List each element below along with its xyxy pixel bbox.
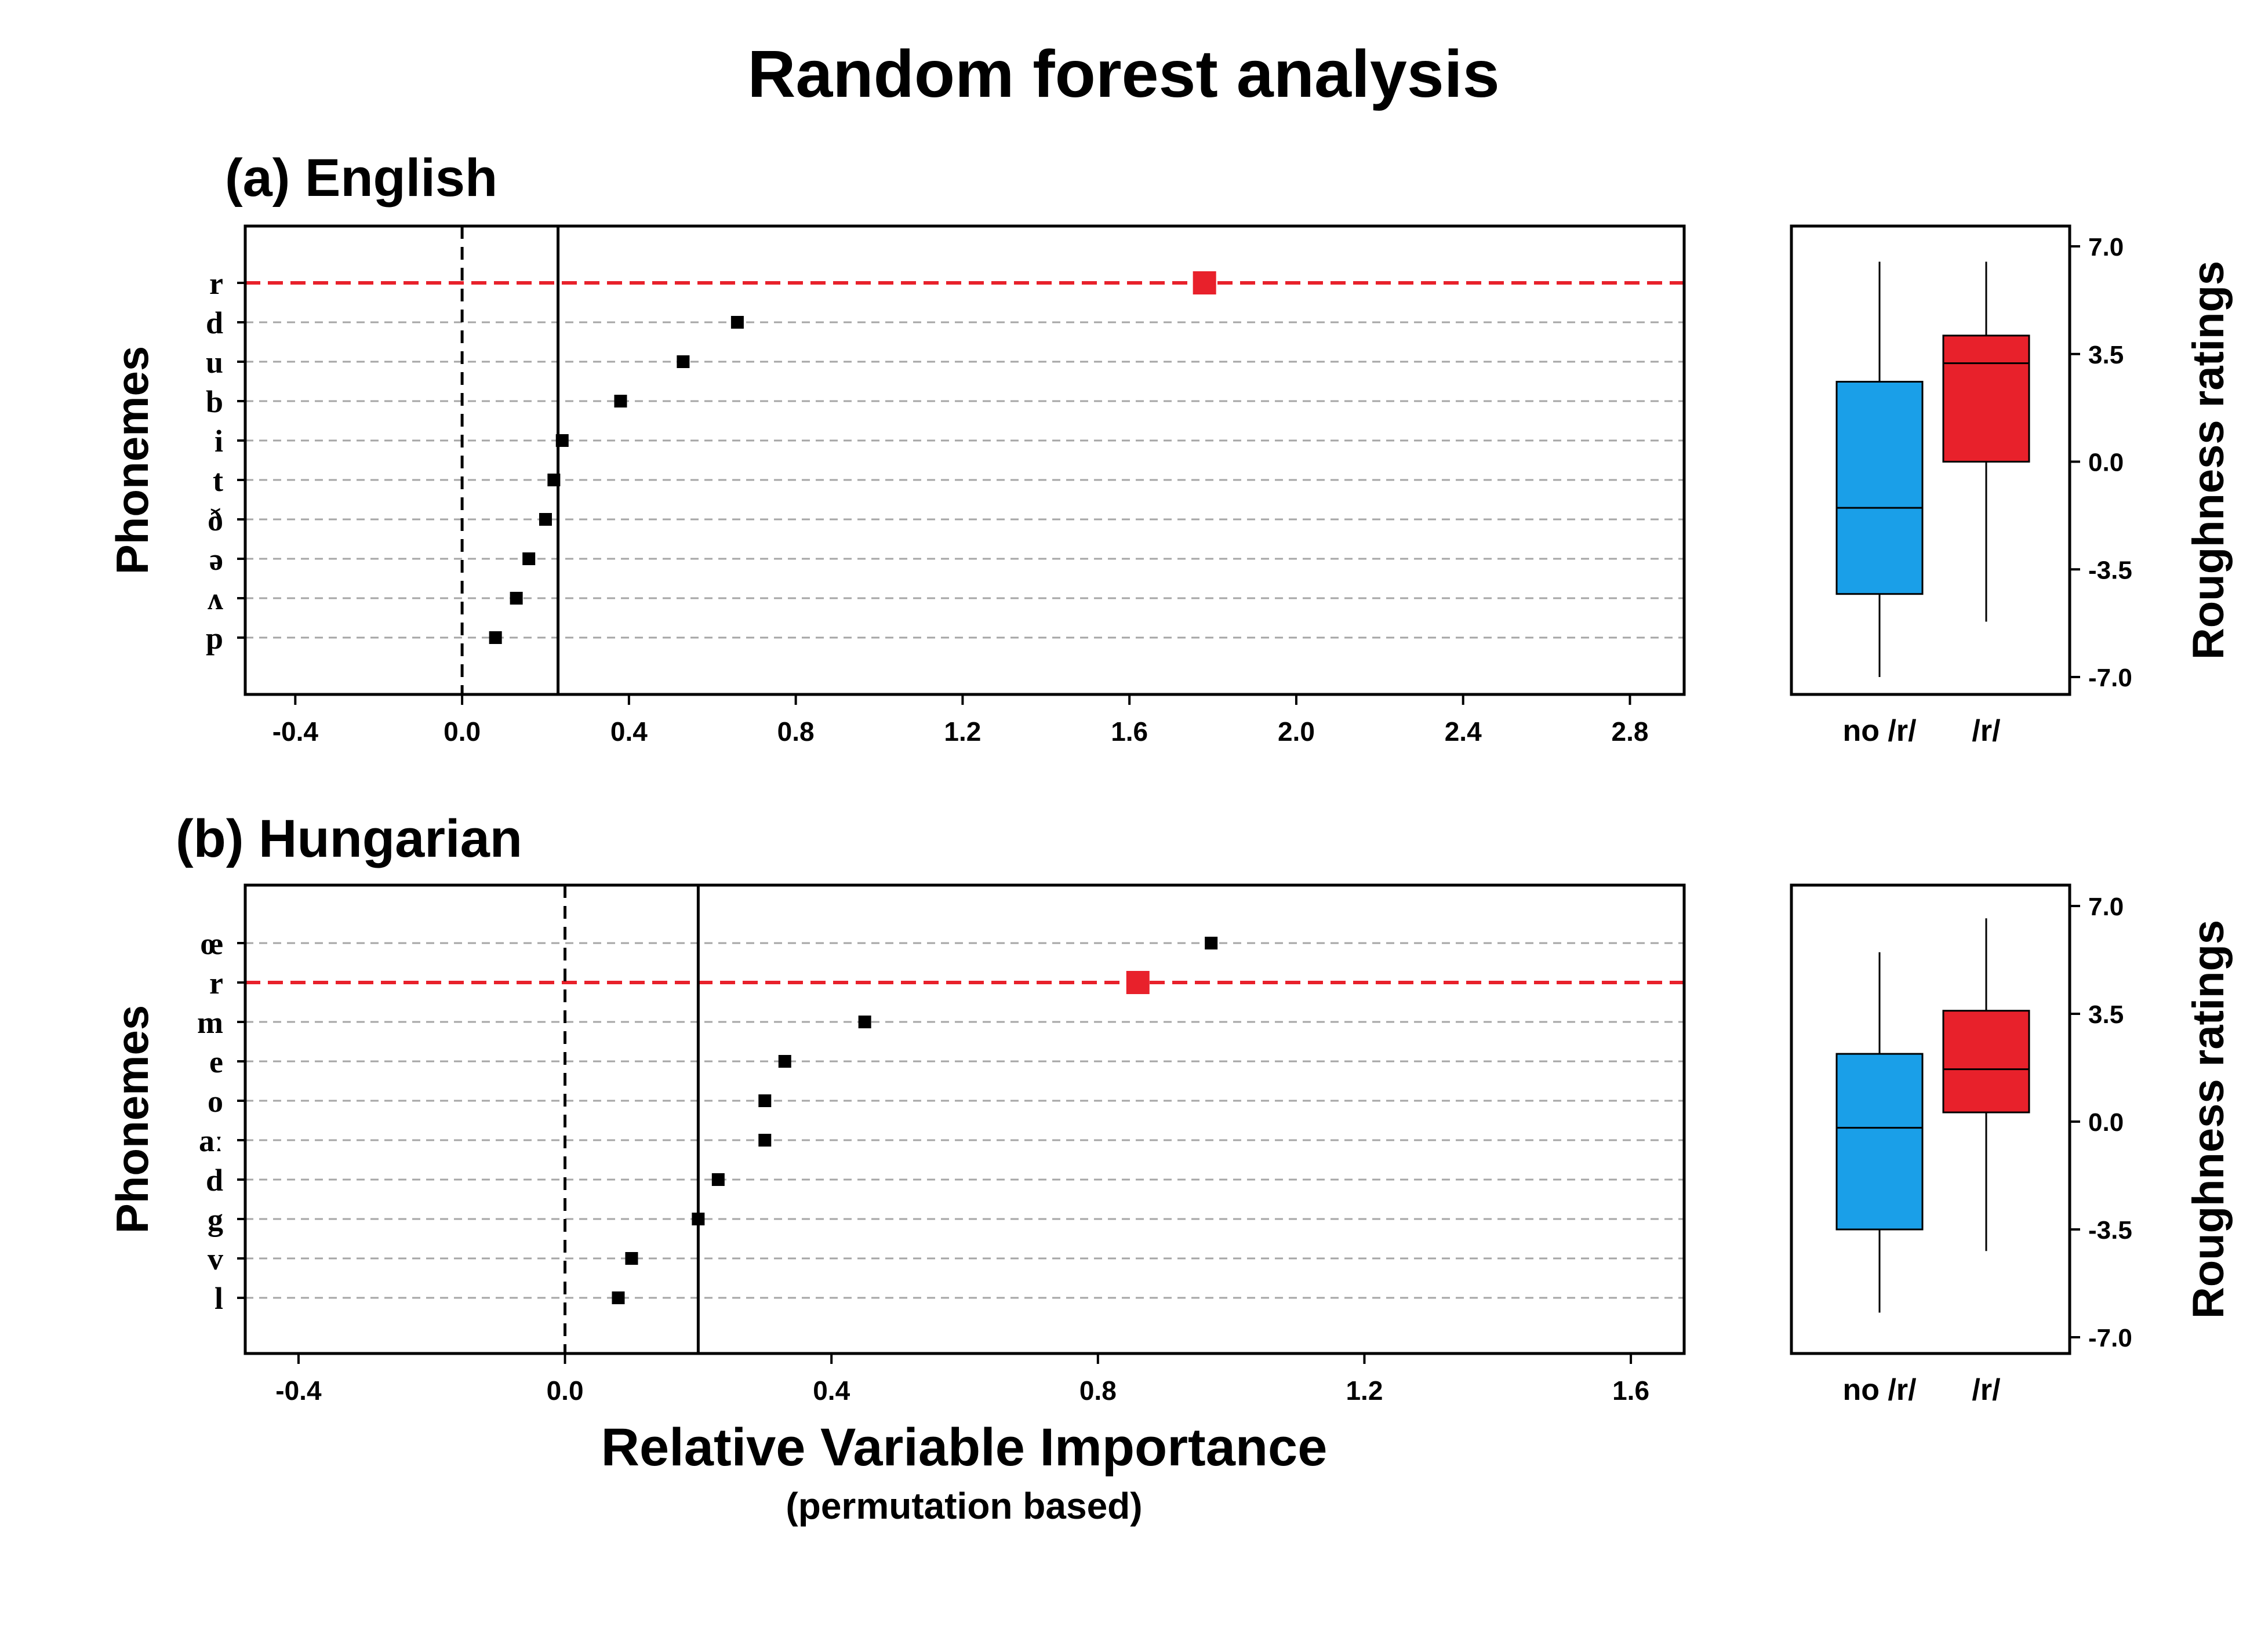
- data-point: [547, 474, 561, 486]
- phoneme-label: t: [213, 463, 223, 498]
- box-iqr: [1942, 1010, 2030, 1114]
- box-category-label: no /r/: [1842, 714, 1916, 748]
- x-tick-label: -0.4: [275, 1376, 322, 1406]
- box-iqr: [1942, 334, 2030, 463]
- phoneme-label: b: [206, 384, 223, 419]
- data-point: [614, 395, 627, 407]
- box-y-tick-label: 0.0: [2088, 1108, 2124, 1137]
- plot-frame: [243, 224, 1686, 696]
- x-tick-label: 2.8: [1611, 716, 1648, 747]
- box-frame: [1790, 883, 2071, 1355]
- box-y-axis-label: Roughness ratings: [2184, 920, 2233, 1319]
- x-tick-label: 0.4: [813, 1376, 850, 1406]
- box-y-tick-label: -3.5: [2088, 1216, 2132, 1245]
- x-tick-label: 0.4: [610, 716, 648, 747]
- box-y-tick-label: 3.5: [2088, 1000, 2124, 1029]
- phoneme-label: œ: [201, 926, 223, 961]
- box-y-tick-label: 7.0: [2088, 233, 2124, 261]
- phoneme-label: u: [206, 345, 223, 380]
- phoneme-label: r: [209, 966, 223, 1000]
- data-point: [522, 552, 536, 565]
- x-tick-label: 2.0: [1278, 716, 1315, 747]
- x-tick-label: 1.2: [1346, 1376, 1383, 1406]
- box-category-label: /r/: [1972, 1373, 2000, 1407]
- phoneme-label: d: [206, 305, 223, 340]
- x-axis-label: Relative Variable Importance: [601, 1418, 1328, 1477]
- x-tick-label: 0.8: [777, 716, 815, 747]
- x-tick-label: 1.6: [1111, 716, 1148, 747]
- box-y-tick-label: 3.5: [2088, 341, 2124, 369]
- y-axis-label: Phonemes: [107, 346, 158, 574]
- phoneme-label: o: [208, 1084, 223, 1119]
- phoneme-label: ð: [208, 503, 223, 537]
- box-iqr: [1835, 1053, 1924, 1231]
- phoneme-label: d: [206, 1163, 223, 1198]
- panel-a-title: (a) English: [225, 148, 497, 208]
- x-tick-label: 1.2: [944, 716, 981, 747]
- data-point: [758, 1134, 772, 1147]
- data-point: [539, 513, 552, 526]
- box-y-tick-label: -7.0: [2088, 1324, 2132, 1352]
- box-y-tick-label: -7.0: [2088, 664, 2132, 692]
- x-tick-label: 0.0: [444, 716, 481, 747]
- box-frame: [1790, 224, 2071, 696]
- panel-a-boxplot: no /r/ /r/7.0 3.5 0.0 -3.5 -7.0 Roughness rati…: [1790, 224, 2233, 748]
- data-point: [677, 355, 690, 368]
- x-tick-label: 0.8: [1079, 1376, 1117, 1406]
- box-y-tick-label: 7.0: [2088, 893, 2124, 921]
- phoneme-label: p: [206, 621, 223, 656]
- data-point: [489, 631, 502, 644]
- data-point: [858, 1016, 871, 1028]
- phoneme-label: l: [215, 1281, 223, 1316]
- data-point: [510, 592, 523, 605]
- x-tick-label: -0.4: [272, 716, 319, 747]
- box-y-axis-label: Roughness ratings: [2184, 261, 2233, 660]
- box-category-label: no /r/: [1842, 1373, 1916, 1407]
- panel-b-title: (b) Hungarian: [176, 809, 522, 868]
- data-point: [1205, 937, 1218, 949]
- data-point: [612, 1291, 625, 1304]
- data-point: [555, 434, 569, 447]
- highlight-point: [1193, 271, 1216, 294]
- data-point: [778, 1055, 791, 1068]
- phoneme-label: aː: [199, 1123, 223, 1158]
- phoneme-label: e: [209, 1045, 223, 1079]
- highlight-point: [1126, 971, 1150, 994]
- box-y-tick-label: 0.0: [2088, 449, 2124, 477]
- figure-title: Random forest analysis: [747, 37, 1499, 111]
- data-point: [625, 1252, 638, 1265]
- plot-frame: [243, 883, 1686, 1355]
- panel-b-boxplot: no /r/ /r/7.0 3.5 0.0 -3.5 -7.0 Roughness rati…: [1790, 883, 2233, 1407]
- box-iqr: [1835, 381, 1924, 595]
- phoneme-label: i: [215, 424, 223, 459]
- phoneme-label: m: [197, 1005, 223, 1040]
- x-axis-sublabel: (permutation based): [786, 1485, 1142, 1527]
- phoneme-label: ʌ: [208, 581, 223, 616]
- phoneme-label: v: [208, 1242, 223, 1276]
- y-axis-label: Phonemes: [107, 1005, 158, 1233]
- phoneme-label: ə: [209, 542, 223, 577]
- data-point: [692, 1213, 705, 1225]
- x-tick-label: 2.4: [1445, 716, 1482, 747]
- box-y-tick-label: -3.5: [2088, 556, 2132, 584]
- data-point: [730, 316, 744, 329]
- data-point: [711, 1173, 725, 1186]
- x-tick-label: 0.0: [547, 1376, 584, 1406]
- x-tick-label: 1.6: [1612, 1376, 1649, 1406]
- phoneme-label: g: [208, 1202, 223, 1237]
- phoneme-label: r: [209, 266, 223, 301]
- data-point: [758, 1094, 772, 1107]
- box-category-label: /r/: [1972, 714, 2000, 748]
